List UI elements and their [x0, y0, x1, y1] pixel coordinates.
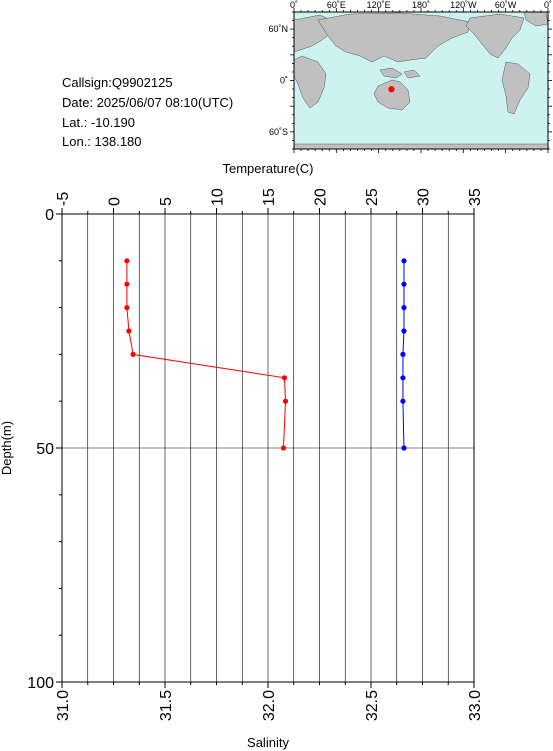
- map-longitude-label: 0˚: [544, 0, 552, 10]
- temperature-point: [130, 351, 136, 357]
- salinity-tick-label: 33.0: [467, 690, 484, 721]
- map-latitude-label: 0˚: [280, 76, 288, 86]
- longitude-label: Lon.: 138.180: [62, 134, 142, 149]
- salinity-point: [400, 351, 406, 357]
- temperature-point: [126, 328, 132, 334]
- depth-tick-label: 100: [27, 675, 54, 692]
- salinity-tick-label: 31.0: [55, 690, 72, 721]
- temperature-tick-label: 25: [364, 188, 381, 206]
- temperature-tick-label: -5: [55, 192, 72, 206]
- temperature-tick-labels: -5 0 5 10 15 20 25 30 35: [55, 188, 484, 206]
- temperature-tick-label: 5: [158, 197, 175, 206]
- temperature-profile-line: [126, 260, 287, 449]
- depth-axis-ticks: [56, 213, 62, 683]
- temperature-axis-title: Temperature(C): [222, 161, 313, 176]
- temperature-point: [280, 445, 287, 451]
- depth-tick-label: 0: [45, 207, 54, 224]
- temperature-tick-label: 0: [107, 197, 124, 206]
- salinity-point: [401, 445, 407, 451]
- salinity-axis-ticks: [61, 682, 475, 688]
- salinity-tick-label: 32.5: [364, 690, 381, 721]
- temperature-point: [281, 375, 288, 381]
- map-longitude-label: 60˚W: [495, 0, 517, 10]
- temperature-point: [124, 258, 130, 264]
- salinity-profile-line: [402, 260, 405, 449]
- callsign-label: Callsign:Q9902125: [62, 75, 173, 90]
- latitude-label: Lat.: -10.190: [62, 115, 135, 130]
- map-longitude-label: 60˚E: [327, 0, 346, 10]
- map-longitude-label: 120˚E: [367, 0, 391, 10]
- map-longitude-labels: 0˚ 60˚E 120˚E 180˚ 120˚W 60˚W 0˚: [290, 0, 552, 10]
- temperature-axis-ticks: [61, 208, 475, 214]
- salinity-point: [401, 281, 407, 287]
- map-latitude-label: 60˚N: [268, 24, 288, 34]
- temperature-tick-label: 35: [467, 188, 484, 206]
- salinity-point: [400, 398, 406, 404]
- salinity-point: [401, 258, 407, 264]
- map-longitude-label: 180˚: [412, 0, 430, 10]
- station-info: Callsign:Q9902125 Date: 2025/06/07 08:10…: [62, 75, 233, 149]
- map-land: [294, 12, 548, 149]
- temperature-point: [282, 398, 289, 404]
- salinity-point: [401, 305, 407, 311]
- salinity-axis-title: Salinity: [247, 735, 289, 750]
- temperature-point: [124, 281, 130, 287]
- temperature-point: [124, 305, 130, 311]
- temperature-tick-label: 20: [313, 188, 330, 206]
- map-latitude-labels: 60˚N 0˚ 60˚S: [268, 24, 288, 137]
- map-longitude-label: 120˚W: [450, 0, 477, 10]
- profile-series: [124, 258, 407, 451]
- salinity-tick-label: 32.0: [261, 690, 278, 721]
- salinity-tick-labels: 31.0 31.5 32.0 32.5 33.0: [55, 690, 484, 721]
- depth-tick-label: 50: [36, 441, 54, 458]
- station-marker: [388, 86, 395, 93]
- salinity-point: [400, 375, 406, 381]
- salinity-tick-label: 31.5: [158, 690, 175, 721]
- map-longitude-label: 0˚: [290, 0, 298, 10]
- map-ticks: [290, 8, 552, 153]
- map-latitude-label: 60˚S: [269, 127, 288, 137]
- temperature-tick-label: 15: [261, 188, 278, 206]
- depth-axis-title: Depth(m): [0, 421, 14, 475]
- depth-tick-labels: 0 50 100: [27, 207, 54, 692]
- location-map: 0˚ 60˚E 120˚E 180˚ 120˚W 60˚W 0˚ 60˚N 0˚ 60˚S: [268, 0, 552, 153]
- date-label: Date: 2025/06/07 08:10(UTC): [62, 95, 233, 110]
- temperature-tick-label: 30: [416, 188, 433, 206]
- salinity-point: [401, 328, 407, 334]
- profile-chart: -5 0 5 10 15 20 25 30 35 Temperature(C) 31.0 31.5…: [0, 161, 484, 750]
- temperature-tick-label: 10: [210, 188, 227, 206]
